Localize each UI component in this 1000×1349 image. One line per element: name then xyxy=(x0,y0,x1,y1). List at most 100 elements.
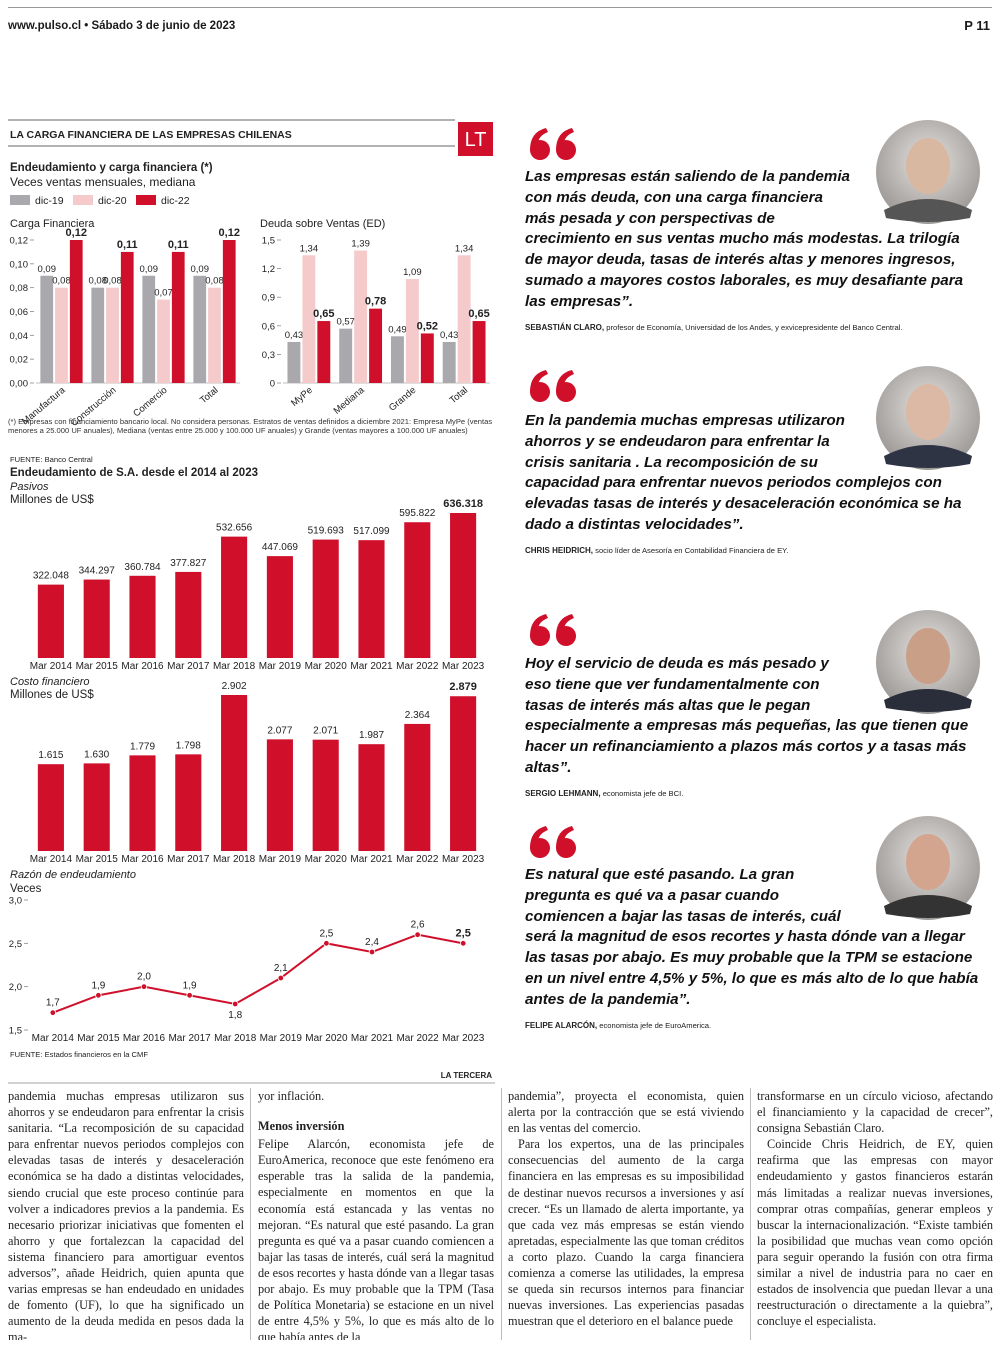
value-label: 1.798 xyxy=(176,740,201,751)
x-tick-label: Total xyxy=(198,385,220,406)
article-column: pandemia muchas empresas utilizaron sus … xyxy=(8,1088,244,1340)
quote-mark xyxy=(530,128,576,160)
bar xyxy=(175,754,202,851)
x-tick-label: Mar 2023 xyxy=(442,1033,485,1044)
x-tick-label: Mar 2018 xyxy=(214,1033,257,1044)
bar xyxy=(420,333,434,383)
bar xyxy=(358,744,385,851)
quote-mark xyxy=(530,370,576,402)
y-tick-label: 0,12 xyxy=(10,236,29,247)
bar xyxy=(175,571,202,658)
bar xyxy=(266,739,293,851)
value-label: 1,9 xyxy=(183,980,197,991)
value-label: 0,78 xyxy=(365,296,386,308)
logo-box xyxy=(458,122,493,156)
value-label: 1,9 xyxy=(91,980,105,991)
value-label: 0,65 xyxy=(313,308,334,320)
value-label: 0,08 xyxy=(103,276,122,287)
value-label: 447.069 xyxy=(262,542,299,553)
value-label: 2,4 xyxy=(365,937,379,948)
y-tick-label: 2,5 xyxy=(9,939,22,950)
credit: LA TERCERA xyxy=(441,1071,492,1080)
y-tick-label: 0,9 xyxy=(262,293,275,304)
bar xyxy=(302,255,316,383)
bar xyxy=(171,251,185,383)
bar xyxy=(37,584,64,658)
value-label: 1,34 xyxy=(455,243,474,254)
value-label: 0,08 xyxy=(205,276,224,287)
x-tick-label: Comercio xyxy=(131,385,169,420)
value-label: 519.693 xyxy=(308,526,345,537)
x-tick-label: Mar 2019 xyxy=(259,661,302,672)
x-tick-label: Mar 2017 xyxy=(167,854,210,865)
bar xyxy=(69,240,83,383)
value-label: 1.615 xyxy=(38,750,63,761)
byline: FELIPE ALARCÓN, economista jefe de EuroA… xyxy=(525,1021,980,1030)
quote-name: SERGIO LEHMANN, xyxy=(525,788,601,798)
point xyxy=(460,940,467,947)
value-label: 0,52 xyxy=(417,320,438,332)
chart-title: Razón de endeudamiento xyxy=(10,869,136,881)
value-label: 2.077 xyxy=(267,725,292,736)
y-tick-label: 1,2 xyxy=(262,264,275,275)
legend-swatch xyxy=(136,195,156,205)
chart-title: Costo financiero xyxy=(10,676,90,688)
x-tick-label: Mar 2014 xyxy=(30,661,73,672)
quote-text: Las empresas están saliendo de la pandem… xyxy=(525,168,964,310)
value-label: 517.099 xyxy=(353,526,390,537)
legend-label: dic-20 xyxy=(98,195,127,207)
chart-title: Deuda sobre Ventas (ED) xyxy=(260,218,385,230)
x-tick-label: Mar 2022 xyxy=(396,854,439,865)
point xyxy=(186,992,193,999)
value-label: 0,07 xyxy=(154,288,173,299)
bar xyxy=(354,250,368,383)
legend-swatch xyxy=(73,195,93,205)
legend-swatch xyxy=(10,195,30,205)
chart: 0 0,3 0,6 0,9 1,2 1,5 MyPe Mediana Grande Total 0,… xyxy=(262,236,490,417)
point xyxy=(49,1009,56,1016)
chart: Mar 2014 Mar 2015 Mar 2016 Mar 2017 Mar 2018… xyxy=(30,498,485,672)
value-label: 2,0 xyxy=(137,972,151,983)
x-tick-label: Mar 2022 xyxy=(396,661,439,672)
quote: En la pandemia muchas empresas utilizaro… xyxy=(525,411,980,555)
bar xyxy=(40,275,54,383)
point xyxy=(323,940,330,947)
point xyxy=(140,983,148,990)
value-label: 0,08 xyxy=(89,276,108,287)
bar xyxy=(339,328,353,383)
bar xyxy=(221,695,248,851)
byline: SERGIO LEHMANN, economista jefe de BCI. xyxy=(525,789,980,798)
value-label: 0,09 xyxy=(191,264,210,275)
value-label: 344.297 xyxy=(79,566,116,577)
note-box: (*) Empresas con financiamiento bancario… xyxy=(8,417,492,435)
point xyxy=(231,1000,239,1008)
x-tick-label: Mar 2015 xyxy=(77,1033,120,1044)
header-site: www.pulso.cl • Sábado 3 de junio de 2023 xyxy=(8,20,236,32)
point xyxy=(277,974,284,982)
x-tick-label: Mar 2021 xyxy=(350,854,393,865)
bar xyxy=(120,251,134,383)
quote-role: economista jefe de BCI. xyxy=(602,788,684,798)
y-tick-label: 2,0 xyxy=(9,982,22,993)
byline: CHRIS HEIDRICH, socio líder de Asesoría … xyxy=(525,546,980,555)
chart-unit: Veces xyxy=(10,883,42,895)
quote-mark xyxy=(530,826,576,858)
y-tick-label: 0,04 xyxy=(10,331,29,342)
quote-role: economista jefe de EuroAmerica. xyxy=(599,1020,712,1030)
photo xyxy=(876,120,980,224)
x-tick-label: Mar 2015 xyxy=(76,854,119,865)
subheading: Veces ventas mensuales, mediana xyxy=(10,175,196,189)
quote-name: FELIPE ALARCÓN, xyxy=(525,1020,598,1030)
x-tick-label: Mar 2016 xyxy=(123,1033,166,1044)
x-tick-label: Mar 2020 xyxy=(305,661,348,672)
article-column: transformarse en un círculo vicioso, afe… xyxy=(757,1088,993,1340)
quote-decor xyxy=(530,120,980,920)
value-label: 1,7 xyxy=(46,998,60,1009)
bar xyxy=(37,764,64,851)
x-tick-label: MyPe xyxy=(289,385,315,409)
paragraph: pandemia”, proyecta el economista, quien… xyxy=(508,1089,744,1136)
bar xyxy=(369,308,383,383)
y-tick-label: 0,10 xyxy=(10,259,29,270)
x-tick-label: Mar 2018 xyxy=(213,854,256,865)
value-label: 0,11 xyxy=(168,239,189,251)
